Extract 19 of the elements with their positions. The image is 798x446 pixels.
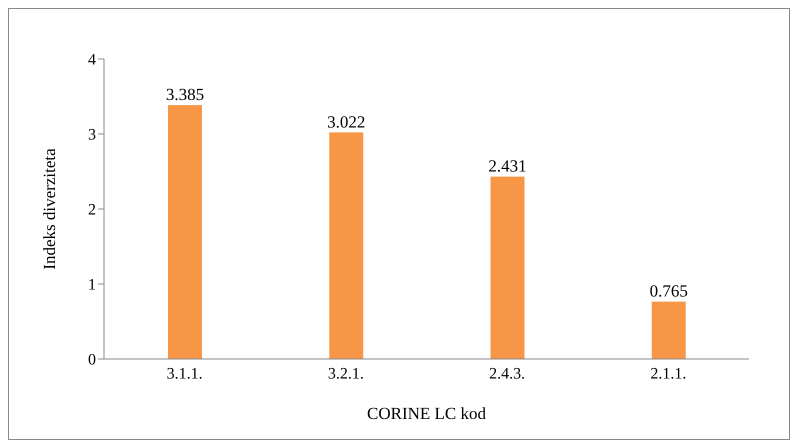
bar [168,105,202,359]
data-label: 0.765 [650,282,688,301]
bar [329,132,364,359]
data-label: 3.022 [327,112,366,132]
bar [490,176,524,359]
x-tick-label: 3.1.1. [166,365,203,382]
y-tick-label: 3 [88,126,96,144]
x-axis-title: CORINE LC kod [367,404,486,423]
y-tick-label: 2 [88,202,96,219]
x-tick-label: 2.4.3. [489,365,526,382]
data-label: 2.431 [488,156,527,176]
y-tick-label: 4 [88,52,96,69]
y-axis-title: Indeks diverziteta [40,148,60,270]
y-tick-label: 1 [88,276,96,294]
y-tick-label: 0 [88,352,96,369]
bar [652,302,686,359]
x-tick-label: 3.2.1. [328,365,364,382]
x-tick-label: 2.1.1. [650,365,686,382]
data-label: 3.385 [166,85,204,104]
